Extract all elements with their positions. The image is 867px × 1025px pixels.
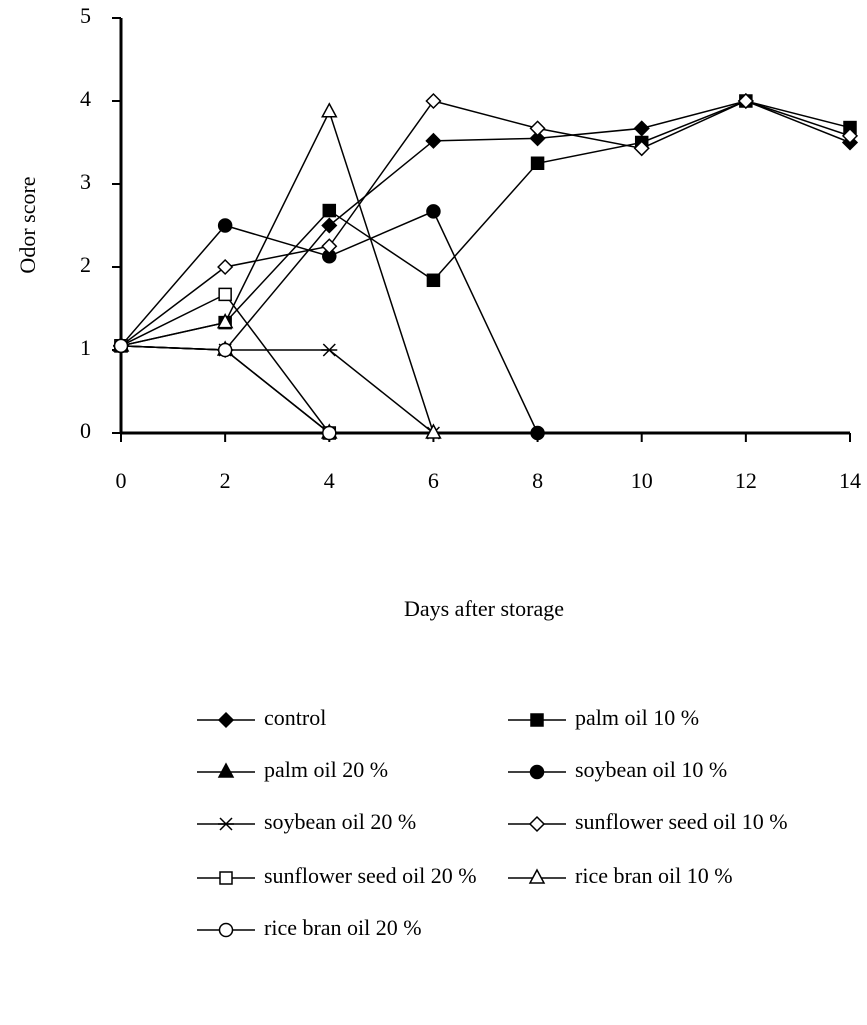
x-tick-label: 8	[532, 468, 543, 493]
legend-label: rice bran oil 20 %	[264, 915, 422, 940]
legend-item: control	[197, 705, 326, 730]
legend-item: rice bran oil 20 %	[197, 915, 422, 940]
legend-item: sunflower seed oil 20 %	[197, 863, 477, 888]
marker	[322, 104, 336, 117]
y-tick-label: 0	[80, 418, 91, 443]
x-tick-label: 6	[428, 468, 439, 493]
marker	[115, 339, 128, 352]
legend-item: soybean oil 10 %	[508, 757, 727, 782]
x-tick-label: 14	[839, 468, 861, 493]
chart: Days after storage Odor score 0123450246…	[0, 0, 867, 1025]
marker	[218, 260, 232, 274]
legend-item: palm oil 10 %	[508, 705, 699, 730]
y-axis-title: Odor score	[15, 176, 40, 273]
x-axis-title: Days after storage	[404, 596, 564, 621]
legend-item: sunflower seed oil 10 %	[508, 809, 788, 834]
marker	[531, 121, 545, 135]
legend-label: sunflower seed oil 10 %	[575, 809, 788, 834]
marker	[323, 205, 335, 217]
y-tick-label: 5	[80, 3, 91, 28]
legend-label: soybean oil 10 %	[575, 757, 727, 782]
series-line	[121, 346, 329, 433]
legend-marker	[530, 817, 544, 831]
legend-marker	[531, 714, 543, 726]
legend-marker	[531, 766, 544, 779]
legend-marker	[219, 764, 233, 777]
series-line	[121, 346, 329, 433]
legend-marker	[220, 872, 232, 884]
x-tick-label: 4	[324, 468, 335, 493]
legend-item: rice bran oil 10 %	[508, 863, 733, 888]
marker	[323, 427, 336, 440]
x-tick-label: 2	[220, 468, 231, 493]
legend-marker	[530, 870, 544, 883]
marker	[219, 219, 232, 232]
page: {"chart_data": {"type": "line", "x_label…	[0, 0, 867, 1025]
marker	[427, 274, 439, 286]
x-tick-label: 10	[631, 468, 653, 493]
marker	[635, 121, 649, 135]
legend-label: soybean oil 20 %	[264, 809, 416, 834]
marker	[426, 94, 440, 108]
legend-label: control	[264, 705, 326, 730]
legend-marker	[218, 818, 234, 830]
legend-marker	[219, 713, 233, 727]
legend-label: palm oil 10 %	[575, 705, 699, 730]
marker	[531, 427, 544, 440]
x-tick-label: 12	[735, 468, 757, 493]
legend-label: rice bran oil 10 %	[575, 863, 733, 888]
legend-label: sunflower seed oil 20 %	[264, 863, 477, 888]
series-line	[121, 112, 433, 433]
marker	[427, 205, 440, 218]
legend-label: palm oil 20 %	[264, 757, 388, 782]
series-line	[121, 346, 433, 433]
y-tick-label: 2	[80, 252, 91, 277]
legend-marker	[220, 924, 233, 937]
marker	[219, 344, 232, 357]
y-tick-label: 1	[80, 335, 91, 360]
y-tick-label: 4	[80, 86, 91, 111]
legend-item: soybean oil 20 %	[197, 809, 416, 834]
y-tick-label: 3	[80, 169, 91, 194]
x-tick-label: 0	[116, 468, 127, 493]
marker	[219, 288, 231, 300]
marker	[532, 157, 544, 169]
legend-item: palm oil 20 %	[197, 757, 388, 782]
